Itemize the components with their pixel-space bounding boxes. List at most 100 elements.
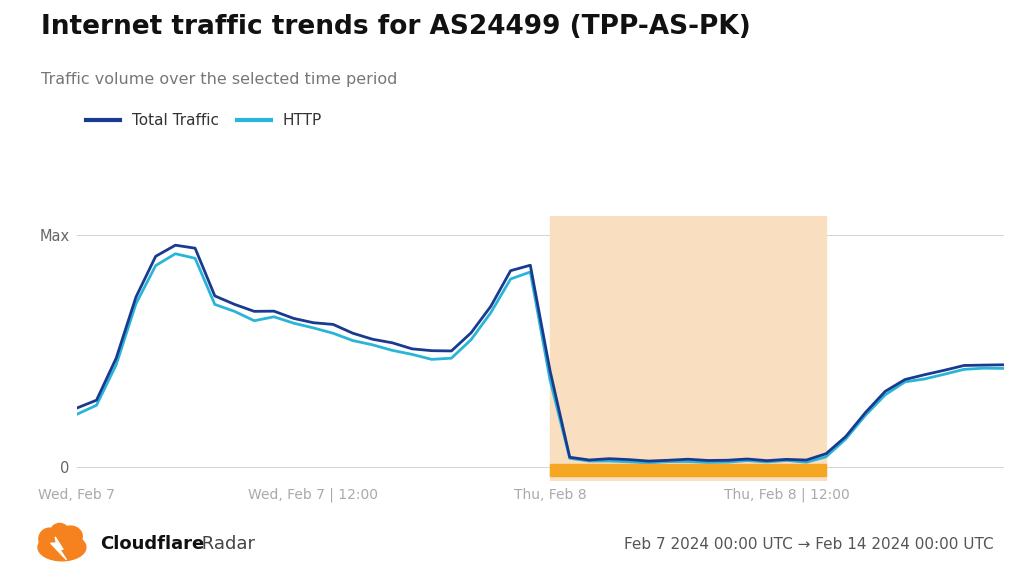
HTTP xyxy=(465,336,477,343)
Total Traffic xyxy=(189,245,202,252)
Bar xyxy=(550,216,826,481)
HTTP xyxy=(544,377,556,384)
HTTP xyxy=(426,356,438,363)
Total Traffic xyxy=(465,329,477,336)
Text: Internet traffic trends for AS24499 (TPP-AS-PK): Internet traffic trends for AS24499 (TPP… xyxy=(41,14,751,40)
Line: Total Traffic: Total Traffic xyxy=(77,245,1004,461)
HTTP xyxy=(721,458,733,465)
Ellipse shape xyxy=(51,524,69,540)
HTTP xyxy=(820,453,833,460)
Text: Cloudflare: Cloudflare xyxy=(100,535,205,554)
HTTP xyxy=(899,378,911,385)
HTTP xyxy=(701,459,714,466)
HTTP xyxy=(642,460,654,467)
Total Traffic xyxy=(899,376,911,383)
Total Traffic xyxy=(169,242,181,249)
Total Traffic xyxy=(406,346,418,353)
HTTP xyxy=(228,308,241,315)
HTTP xyxy=(169,251,181,257)
Total Traffic xyxy=(682,456,694,463)
Total Traffic xyxy=(544,367,556,374)
Total Traffic xyxy=(288,315,300,322)
HTTP xyxy=(71,411,83,418)
HTTP xyxy=(919,376,931,382)
HTTP xyxy=(780,457,793,464)
Total Traffic xyxy=(111,355,123,362)
Total Traffic xyxy=(919,372,931,378)
HTTP xyxy=(682,458,694,465)
HTTP xyxy=(248,317,260,324)
Legend: Total Traffic, HTTP: Total Traffic, HTTP xyxy=(80,107,329,134)
HTTP xyxy=(150,262,162,269)
HTTP xyxy=(978,365,990,372)
Total Traffic xyxy=(90,397,102,404)
HTTP xyxy=(189,255,202,262)
Line: HTTP: HTTP xyxy=(77,254,1004,463)
Total Traffic xyxy=(248,308,260,315)
Total Traffic xyxy=(780,456,793,463)
Total Traffic xyxy=(820,450,833,457)
Total Traffic xyxy=(386,339,398,346)
HTTP xyxy=(406,351,418,358)
HTTP xyxy=(386,347,398,354)
Total Traffic xyxy=(879,388,891,395)
Total Traffic xyxy=(603,455,615,462)
HTTP xyxy=(879,391,891,398)
HTTP xyxy=(307,324,319,331)
HTTP xyxy=(761,458,773,465)
Total Traffic xyxy=(150,253,162,260)
Total Traffic xyxy=(701,457,714,464)
Polygon shape xyxy=(51,537,67,560)
Total Traffic xyxy=(71,404,83,411)
HTTP xyxy=(209,301,221,308)
HTTP xyxy=(268,313,281,320)
HTTP xyxy=(288,320,300,327)
Total Traffic xyxy=(859,409,871,416)
HTTP xyxy=(484,309,497,316)
Total Traffic xyxy=(623,456,635,463)
Total Traffic xyxy=(228,301,241,308)
Total Traffic xyxy=(367,336,379,343)
Total Traffic xyxy=(663,457,675,464)
Total Traffic xyxy=(997,361,1010,368)
HTTP xyxy=(563,455,575,462)
HTTP xyxy=(90,402,102,409)
HTTP xyxy=(130,300,142,307)
HTTP xyxy=(327,330,339,337)
Total Traffic xyxy=(347,330,359,337)
Total Traffic xyxy=(524,262,537,268)
HTTP xyxy=(584,458,596,465)
Total Traffic xyxy=(505,267,517,274)
Total Traffic xyxy=(584,457,596,464)
HTTP xyxy=(347,337,359,344)
Ellipse shape xyxy=(58,526,82,547)
HTTP xyxy=(505,275,517,282)
HTTP xyxy=(741,457,754,464)
Total Traffic xyxy=(130,294,142,301)
HTTP xyxy=(957,366,970,373)
HTTP xyxy=(840,435,852,442)
Total Traffic xyxy=(268,308,281,314)
Total Traffic xyxy=(327,321,339,328)
HTTP xyxy=(445,355,458,362)
HTTP xyxy=(997,365,1010,372)
Total Traffic xyxy=(209,293,221,300)
HTTP xyxy=(938,371,950,378)
HTTP xyxy=(859,412,871,419)
Total Traffic xyxy=(445,347,458,354)
HTTP xyxy=(663,458,675,465)
HTTP xyxy=(111,361,123,368)
Total Traffic xyxy=(978,362,990,369)
Ellipse shape xyxy=(39,528,60,550)
Total Traffic xyxy=(721,457,733,464)
Total Traffic xyxy=(563,454,575,461)
Text: Radar: Radar xyxy=(196,535,255,554)
Ellipse shape xyxy=(38,534,86,561)
Text: Traffic volume over the selected time period: Traffic volume over the selected time pe… xyxy=(41,72,397,87)
Total Traffic xyxy=(484,303,497,310)
Total Traffic xyxy=(426,347,438,354)
Total Traffic xyxy=(840,433,852,440)
Total Traffic xyxy=(642,457,654,464)
Total Traffic xyxy=(800,457,812,464)
Total Traffic xyxy=(957,362,970,369)
